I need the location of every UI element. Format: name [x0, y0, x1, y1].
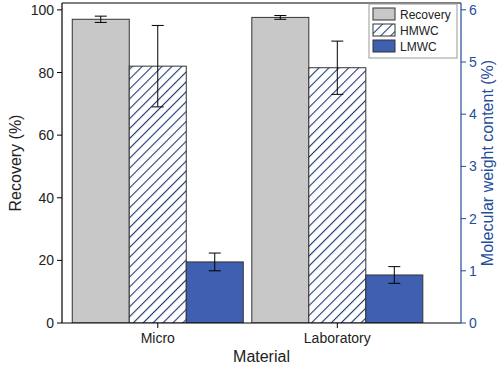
y2-tick-label: 2 — [469, 211, 477, 227]
y-tick — [57, 72, 62, 73]
y2-tick — [461, 61, 466, 62]
error-cap — [388, 283, 400, 284]
bar — [72, 19, 129, 323]
legend-label: Recovery — [400, 8, 451, 22]
error-bar — [95, 16, 107, 22]
y2-tick-label: 0 — [469, 315, 477, 331]
y2-tick-label: 1 — [469, 263, 477, 279]
x-tick — [157, 323, 158, 328]
y-axis — [61, 3, 62, 323]
error-cap — [274, 15, 286, 16]
chart: 0 20 40 60 80 100 0 1 2 3 4 5 6 Micro Laboratory Materi… — [0, 0, 500, 371]
y-tick — [57, 135, 62, 136]
legend: Recovery HMWC LMWC — [369, 4, 457, 58]
legend-box — [369, 4, 457, 58]
y-tick-label: 80 — [38, 65, 54, 81]
y2-axis-title: Molecular weight content (%) — [479, 60, 496, 266]
y-axis-title: Recovery (%) — [7, 115, 24, 212]
error-cap — [209, 270, 221, 271]
error-stem — [337, 41, 338, 94]
y2-tick — [461, 323, 466, 324]
y2-tick — [461, 9, 466, 10]
error-bar — [209, 253, 221, 271]
error-stem — [280, 16, 281, 20]
y-tick — [57, 323, 62, 324]
error-cap — [331, 94, 343, 95]
x-axis-title: Material — [233, 348, 290, 365]
error-stem — [394, 267, 395, 284]
error-cap — [152, 106, 164, 107]
error-stem — [157, 25, 158, 106]
y-tick-label: 0 — [46, 315, 54, 331]
y2-tick — [461, 218, 466, 219]
legend-swatch — [373, 24, 395, 36]
frame-top — [62, 3, 461, 4]
y2-axis — [460, 3, 461, 323]
y-tick-label: 40 — [38, 190, 54, 206]
legend-swatch — [373, 8, 395, 20]
plot-area — [72, 16, 423, 323]
bar — [186, 262, 243, 323]
legend-label: LMWC — [400, 40, 437, 54]
error-cap — [274, 19, 286, 20]
error-bar — [274, 16, 286, 20]
y2-tick-label: 6 — [469, 2, 477, 18]
y2-tick-label: 3 — [469, 158, 477, 174]
y2-tick — [461, 166, 466, 167]
legend-swatch — [373, 40, 395, 52]
error-cap — [95, 22, 107, 23]
error-stem — [100, 16, 101, 22]
error-cap — [388, 266, 400, 267]
y-tick-label: 20 — [38, 252, 54, 268]
error-bar — [331, 41, 343, 94]
y-tick — [57, 9, 62, 10]
y2-tick — [461, 270, 466, 271]
y-tick-label: 60 — [38, 127, 54, 143]
bar — [309, 68, 366, 323]
y2-tick-label: 4 — [469, 106, 477, 122]
error-bar — [152, 25, 164, 106]
error-cap — [95, 16, 107, 17]
y-tick-label: 100 — [31, 2, 55, 18]
y-tick — [57, 260, 62, 261]
x-tick-label: Laboratory — [304, 330, 371, 346]
error-cap — [209, 253, 221, 254]
x-axis — [62, 322, 461, 323]
y2-tick-label: 5 — [469, 54, 477, 70]
x-tick — [337, 323, 338, 328]
y2-tick — [461, 114, 466, 115]
legend-label: HMWC — [400, 24, 439, 38]
error-cap — [152, 25, 164, 26]
error-cap — [331, 41, 343, 42]
error-bar — [388, 267, 400, 284]
y-tick — [57, 197, 62, 198]
error-stem — [214, 253, 215, 271]
x-tick-label: Micro — [141, 330, 175, 346]
bar — [252, 17, 309, 323]
